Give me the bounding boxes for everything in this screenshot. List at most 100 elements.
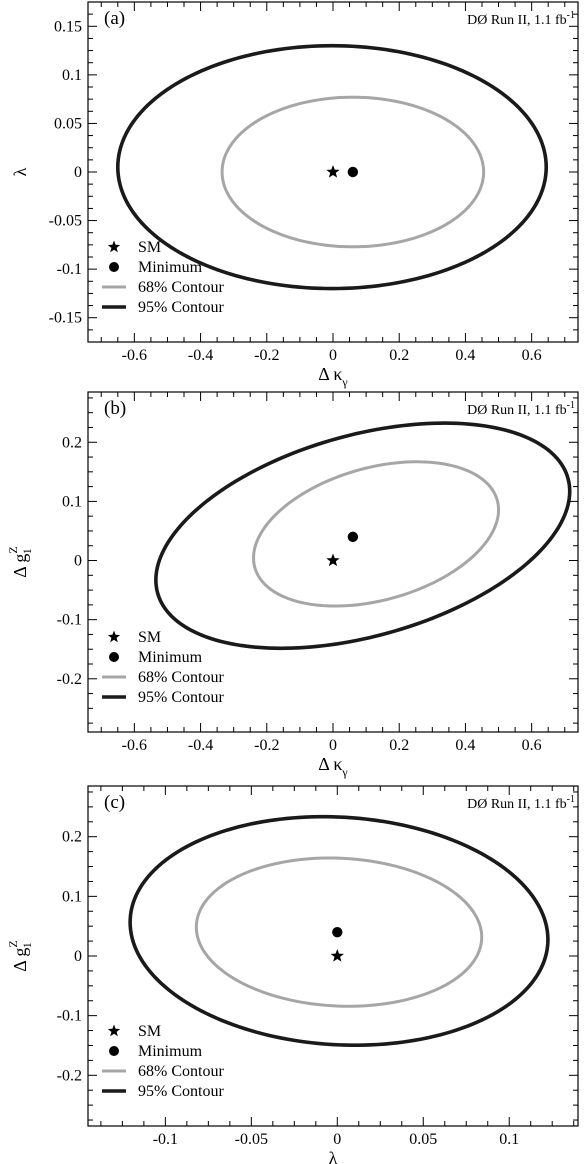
x-tick-label: 0 — [333, 1131, 341, 1148]
x-tick-label: 0.2 — [389, 737, 409, 754]
y-tick-label: -0.1 — [57, 261, 82, 278]
y-axis-label-main: Δ g — [10, 948, 30, 972]
y-tick-label: -0.2 — [57, 671, 82, 688]
y-tick-label: 0.1 — [62, 67, 82, 84]
minimum-dot-marker — [347, 531, 359, 543]
x-tick-label: -0.6 — [122, 737, 147, 754]
x-tick-label: -0.2 — [254, 737, 279, 754]
x-tick-label: 0.6 — [522, 737, 542, 754]
x-axis-label: Δ κγ — [318, 364, 348, 389]
x-axis-label-main: Δ κ — [318, 754, 342, 774]
panel-label-a: (a) — [104, 8, 125, 29]
legend-label: 95% Contour — [138, 299, 224, 316]
x-axis-label-sub: γ — [341, 765, 348, 779]
x-axis-label-main: λ — [329, 1148, 338, 1164]
y-axis-label-sub: 1 — [20, 548, 34, 554]
y-tick-label: 0.2 — [62, 829, 82, 846]
run-label-sup: -1 — [567, 10, 575, 21]
y-tick-label: 0.2 — [62, 434, 82, 451]
contour-68 — [220, 95, 486, 249]
x-tick-label: -0.6 — [122, 347, 147, 364]
y-axis-label-sup: Z — [6, 940, 20, 947]
y-axis-label: λ — [10, 167, 30, 176]
contour-68 — [252, 460, 501, 608]
x-tick-label: -0.2 — [254, 347, 279, 364]
x-tick-label: -0.1 — [153, 1131, 178, 1148]
legend-label: 95% Contour — [138, 1083, 224, 1100]
x-axis-label-sub: γ — [341, 375, 348, 389]
sm-star-marker — [326, 165, 340, 178]
x-axis-label: Δ κγ — [318, 754, 348, 779]
minimum-dot-marker — [347, 166, 359, 178]
legend-label: SM — [138, 239, 161, 256]
run-label: DØ Run II, 1.1 fb-1 — [467, 10, 575, 28]
y-tick-label: -0.2 — [57, 1067, 82, 1084]
y-axis-label: Δ gZ1 — [6, 940, 34, 971]
x-tick-label: 0 — [329, 347, 337, 364]
y-tick-label: 0 — [74, 553, 82, 570]
legend-label: SM — [138, 1023, 161, 1040]
legend-label: SM — [138, 629, 161, 646]
legend-sm-icon — [107, 240, 121, 253]
legend-minimum-icon — [109, 652, 119, 662]
x-tick-label: 0.4 — [455, 737, 475, 754]
y-tick-label: 0 — [74, 948, 82, 965]
x-tick-label: -0.05 — [235, 1131, 268, 1148]
y-tick-label: -0.05 — [49, 213, 82, 230]
x-axis-label: λ — [329, 1148, 338, 1164]
x-tick-label: 0.05 — [409, 1131, 437, 1148]
contour-68 — [194, 856, 484, 1008]
y-tick-label: 0.15 — [54, 18, 82, 35]
y-axis-label-sub: 1 — [20, 942, 34, 948]
panel-a: -0.6 -0.4 -0.2 0 0.2 0.4 0.6 -0.15 -0.1 -0.05 0 0.0… — [10, 1, 579, 389]
panel-c: -0.1 -0.05 0 0.05 0.1 -0.2 -0.1 0 0.1 0.2 λ Δ gZ1 (c… — [6, 785, 579, 1164]
legend-label: Minimum — [138, 259, 203, 276]
x-tick-label: 0 — [329, 737, 337, 754]
legend-label: 68% Contour — [138, 1063, 224, 1080]
run-label-main: DØ Run II, 1.1 fb — [467, 403, 567, 418]
legend-label: Minimum — [138, 1043, 203, 1060]
contour-95 — [128, 814, 550, 1048]
y-tick-label: 0 — [74, 164, 82, 181]
y-tick-label: -0.1 — [57, 612, 82, 629]
minimum-dot-marker — [332, 926, 343, 938]
legend-sm-icon — [107, 1024, 121, 1037]
legend-minimum-icon — [109, 1046, 119, 1056]
panel-label-b: (b) — [104, 398, 126, 419]
y-axis-label-sup: Z — [6, 546, 20, 553]
x-tick-label: 0.2 — [389, 347, 409, 364]
contour-95 — [115, 43, 549, 291]
run-label-main: DØ Run II, 1.1 fb — [467, 13, 567, 28]
panel-label-c: (c) — [104, 792, 125, 813]
y-axis-label-main: λ — [10, 167, 30, 176]
run-label-main: DØ Run II, 1.1 fb — [467, 797, 567, 812]
y-axis-label-main: Δ g — [10, 554, 30, 578]
x-tick-label: 0.1 — [499, 1131, 519, 1148]
legend-label: Minimum — [138, 649, 203, 666]
y-tick-label: 0.1 — [62, 493, 82, 510]
x-tick-label: 0.6 — [522, 347, 542, 364]
run-label-sup: -1 — [567, 794, 575, 805]
run-label: DØ Run II, 1.1 fb-1 — [467, 794, 575, 812]
x-axis-label-main: Δ κ — [318, 364, 342, 384]
x-tick-label: 0.4 — [455, 347, 475, 364]
y-tick-label: 0.1 — [62, 888, 82, 905]
y-tick-label: 0.05 — [54, 115, 82, 132]
y-tick-label: -0.1 — [57, 1008, 82, 1025]
legend-sm-icon — [107, 630, 121, 643]
legend-label: 68% Contour — [138, 669, 224, 686]
panel-b: -0.6 -0.4 -0.2 0 0.2 0.4 0.6 -0.2 -0.1 0 0.1 0.2 Δ κ… — [6, 391, 579, 779]
sm-star-marker — [326, 553, 340, 567]
legend-label: 95% Contour — [138, 689, 224, 706]
y-axis-label: Δ gZ1 — [6, 546, 34, 577]
x-tick-label: -0.4 — [188, 347, 213, 364]
y-tick-label: -0.15 — [49, 310, 82, 327]
legend-minimum-icon — [109, 262, 119, 272]
run-label: DØ Run II, 1.1 fb-1 — [467, 400, 575, 418]
run-label-sup: -1 — [567, 400, 575, 411]
sm-star-marker — [330, 949, 344, 962]
x-tick-label: -0.4 — [188, 737, 213, 754]
legend-label: 68% Contour — [138, 279, 224, 296]
contour-95 — [154, 421, 572, 651]
